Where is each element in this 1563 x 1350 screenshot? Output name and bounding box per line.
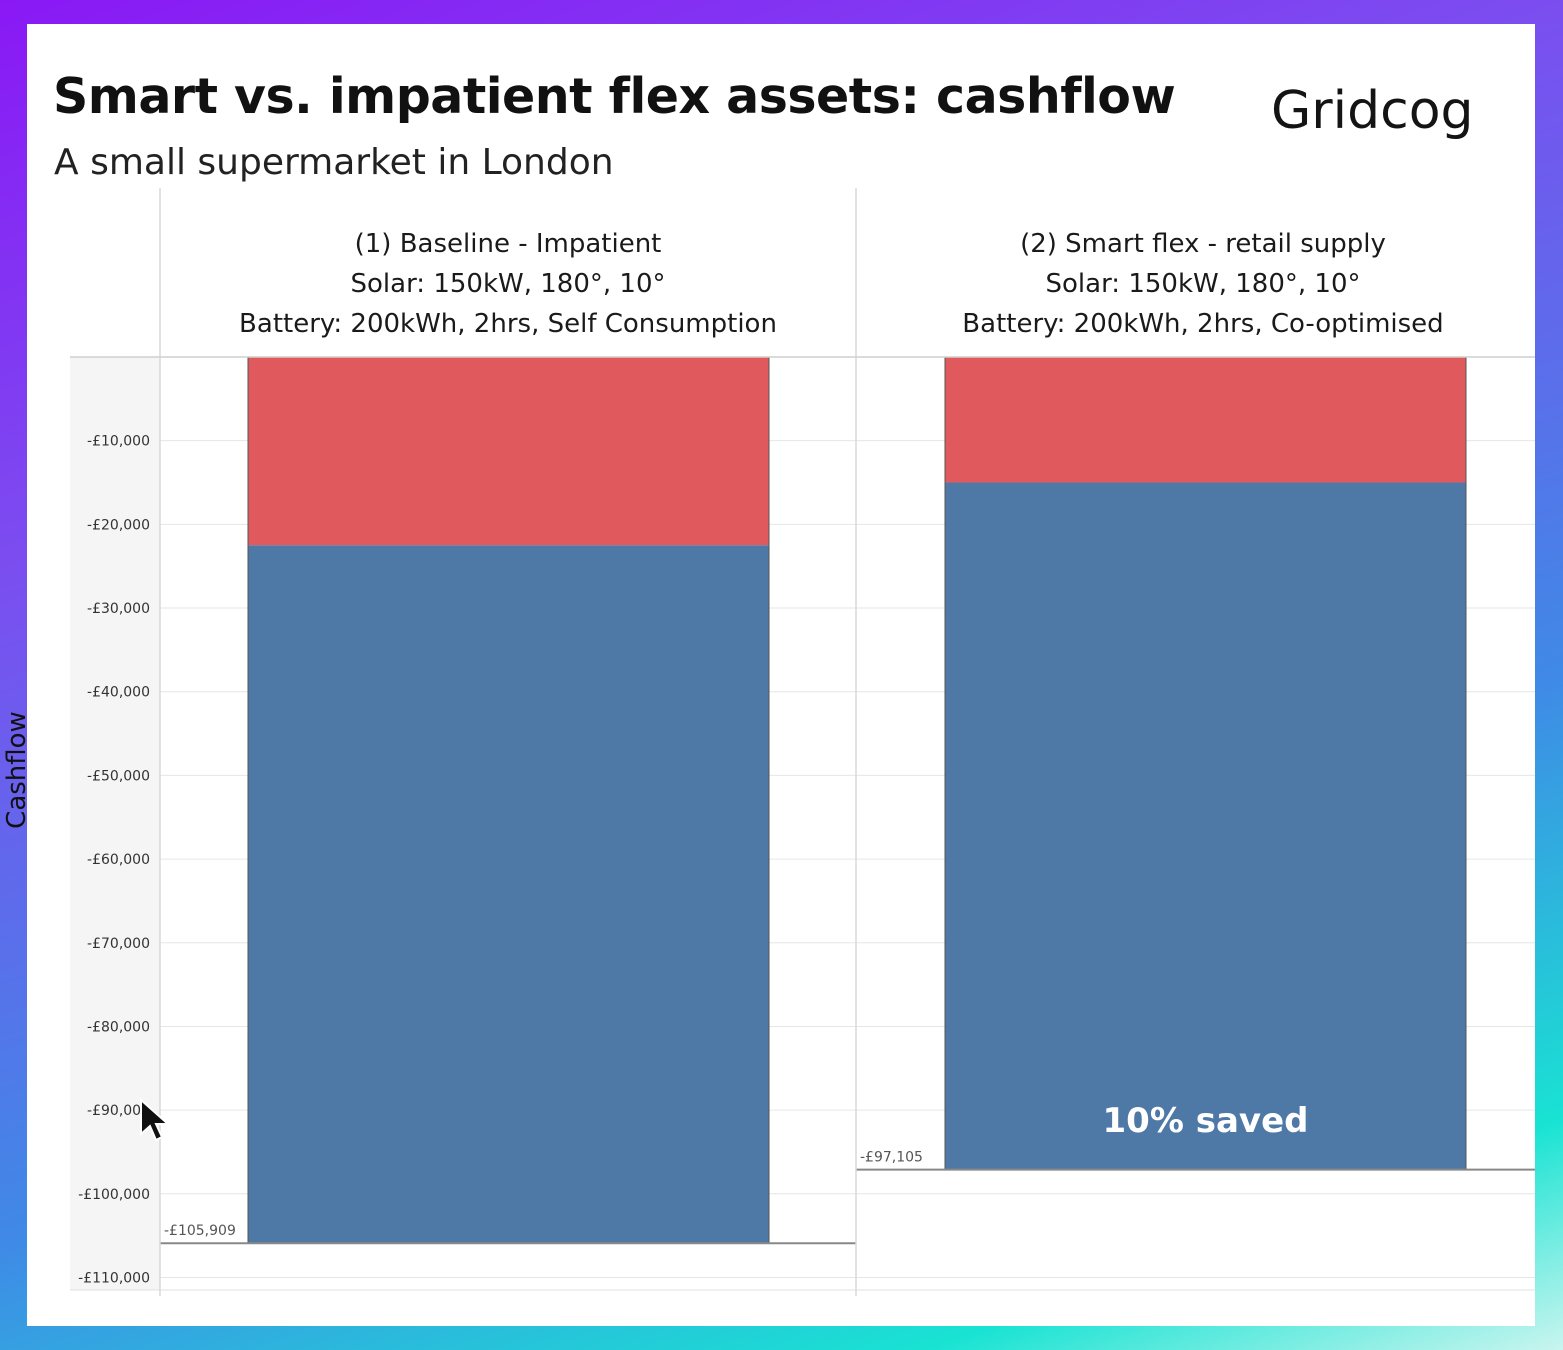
- panel-2-heading-line-3: Battery: 200kWh, 2hrs, Co-optimised: [962, 309, 1444, 339]
- bar-segment: [945, 357, 1466, 483]
- data-labels: -£105,909 -£97,105 10% saved: [164, 1101, 1308, 1239]
- y-tick-label: -£10,000: [87, 434, 150, 450]
- y-tick-label: -£50,000: [87, 768, 150, 784]
- bar-segment: [945, 482, 1466, 1170]
- panel-1-heading-line-3: Battery: 200kWh, 2hrs, Self Consumption: [239, 309, 777, 339]
- panel-1-heading: (1) Baseline - Impatient Solar: 150kW, 1…: [160, 224, 856, 344]
- panel-1-heading-line-2: Solar: 150kW, 180°, 10°: [350, 269, 666, 299]
- chart-subtitle: A small supermarket in London: [54, 142, 614, 183]
- savings-annotation: 10% saved: [1103, 1101, 1309, 1141]
- logo-wordmark: Gridcog: [1271, 81, 1474, 141]
- y-tick-labels: -£10,000 -£20,000 -£30,000 -£40,000 -£50,000…: [78, 434, 150, 1287]
- y-tick-label: -£90,000: [87, 1103, 150, 1119]
- total-value-label: -£105,909: [164, 1223, 236, 1239]
- bar-segment: [248, 357, 769, 546]
- total-value-label: -£97,105: [860, 1150, 923, 1166]
- mouse-pointer-icon: [140, 1097, 171, 1142]
- y-tick-label: -£30,000: [87, 601, 150, 617]
- panel-1-heading-line-1: (1) Baseline - Impatient: [354, 229, 662, 259]
- y-tick-label: -£20,000: [87, 517, 150, 533]
- panel-2-heading-line-2: Solar: 150kW, 180°, 10°: [1045, 269, 1361, 299]
- bars: [248, 357, 1466, 1244]
- panel-2-heading: (2) Smart flex - retail supply Solar: 15…: [856, 224, 1550, 344]
- y-tick-label: -£60,000: [87, 852, 150, 868]
- y-tick-label: -£40,000: [87, 685, 150, 701]
- chart-title: Smart vs. impatient flex assets: cashflo…: [53, 68, 1176, 125]
- y-axis-panel: [70, 357, 160, 1290]
- y-axis-label-text: Cashflow: [2, 711, 32, 829]
- y-tick-label: -£110,000: [78, 1270, 150, 1286]
- panel-2-heading-line-1: (2) Smart flex - retail supply: [1020, 229, 1386, 259]
- y-tick-label: -£80,000: [87, 1019, 150, 1035]
- y-tick-label: -£100,000: [78, 1187, 150, 1203]
- gridcog-logo: Gridcog: [1271, 81, 1474, 141]
- bar-segment: [248, 545, 769, 1244]
- y-tick-label: -£70,000: [87, 936, 150, 952]
- panel-frames: [70, 188, 1535, 1296]
